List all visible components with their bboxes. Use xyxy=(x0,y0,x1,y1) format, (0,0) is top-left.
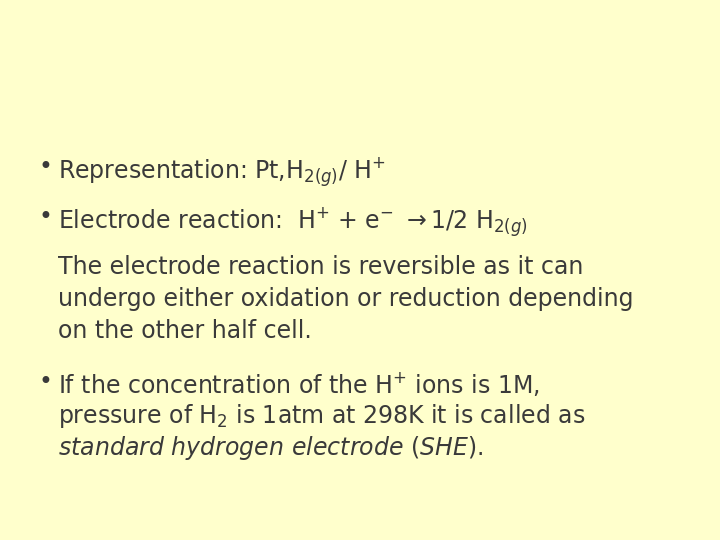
Text: undergo either oxidation or reduction depending: undergo either oxidation or reduction de… xyxy=(58,287,634,311)
Text: Electrode reaction:  H$^{+}$ + e$^{-}$ $\rightarrow$1/2 H$_{2(g)}$: Electrode reaction: H$^{+}$ + e$^{-}$ $\… xyxy=(58,205,528,239)
Text: $\bf{\it{standard\ hydrogen\ electrode\ (SHE).}}$: $\bf{\it{standard\ hydrogen\ electrode\ … xyxy=(58,434,483,462)
Text: on the other half cell.: on the other half cell. xyxy=(58,319,312,343)
Text: pressure of H$_{2}$ is 1atm at 298K it is called as: pressure of H$_{2}$ is 1atm at 298K it i… xyxy=(58,402,585,430)
Text: If the concentration of the H$^{+}$ ions is 1M,: If the concentration of the H$^{+}$ ions… xyxy=(58,370,539,398)
Text: •: • xyxy=(38,370,52,394)
Text: •: • xyxy=(38,205,52,229)
Text: Representation: Pt,H$_{2(g)}$/ H$^{+}$: Representation: Pt,H$_{2(g)}$/ H$^{+}$ xyxy=(58,155,386,188)
Text: The electrode reaction is reversible as it can: The electrode reaction is reversible as … xyxy=(58,255,583,279)
Text: •: • xyxy=(38,155,52,179)
